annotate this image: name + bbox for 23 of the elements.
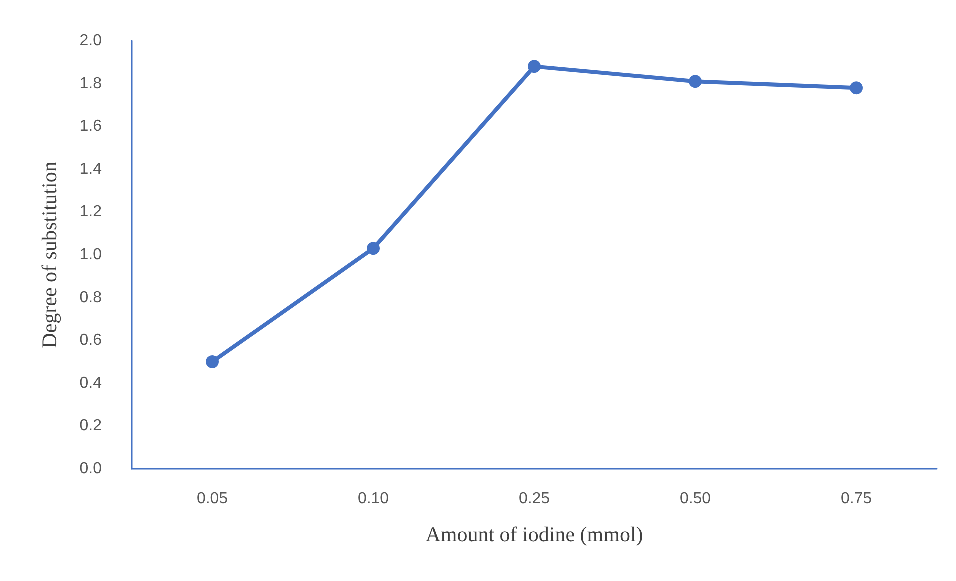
x-tick-label: 0.50	[680, 490, 712, 508]
point	[850, 82, 863, 95]
y-tick-label: 1.2	[80, 204, 102, 221]
point	[528, 60, 541, 74]
y-tick-label: 1.4	[80, 160, 102, 178]
y-tick-label: 2.0	[80, 32, 102, 50]
y-tick-label: 1.6	[80, 118, 102, 136]
y-axis-title: Degree of substitution	[38, 161, 62, 348]
y-tick-label: 0.2	[80, 418, 102, 435]
y-tick-label: 1.8	[80, 75, 102, 92]
x-tick-label: 0.05	[196, 490, 228, 508]
x-axis-title: Amount of iodine (mmol)	[426, 522, 644, 546]
point	[689, 75, 702, 88]
point	[367, 242, 380, 256]
y-tick-label: 0.6	[80, 332, 102, 350]
point	[206, 356, 219, 368]
x-tick-label: 0.25	[518, 490, 550, 508]
y-tick-label: 0.4	[80, 374, 102, 392]
x-tick-label: 0.10	[358, 490, 390, 508]
y-tick-label: 0.8	[80, 289, 102, 306]
x-tick-label: 0.75	[840, 490, 872, 508]
y-tick-label: 0.0	[80, 460, 102, 478]
y-tick-label: 1.0	[80, 246, 102, 264]
